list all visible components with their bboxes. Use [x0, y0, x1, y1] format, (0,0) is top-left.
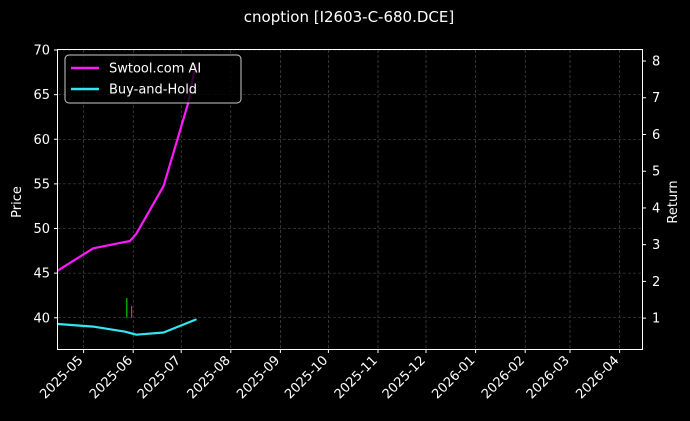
- y-tick-label-left: 55: [33, 177, 50, 192]
- legend[interactable]: Swtool.com AI Buy-and-Hold: [64, 54, 242, 104]
- legend-entry-label[interactable]: Buy-and-Hold: [109, 83, 197, 98]
- y-tick-label-left: 60: [33, 133, 50, 148]
- y-tick-label-right: 5: [652, 165, 660, 180]
- series-line-1: [56, 318, 197, 336]
- y-tick-label-right: 4: [652, 201, 660, 216]
- y-tick-label-left: 50: [33, 222, 50, 237]
- plot-frame: [57, 49, 643, 350]
- chart-marks: [56, 63, 197, 336]
- y-tick-label-left: 40: [33, 311, 50, 326]
- y-tick-label-right: 8: [652, 55, 660, 70]
- chart-title: cnoption [I2603-C-680.DCE]: [244, 8, 454, 26]
- y-tick-label-right: 7: [652, 91, 660, 106]
- series-line-0: [56, 63, 197, 272]
- y-tick-label-left: 45: [33, 267, 50, 282]
- legend-entry-label[interactable]: Swtool.com AI: [109, 62, 201, 77]
- y-tick-label-right: 2: [652, 275, 660, 290]
- legend-box: [64, 54, 242, 104]
- y-tick-label-right: 6: [652, 128, 660, 143]
- y-tick-label-left: 65: [33, 88, 50, 103]
- y-axis-label-right: Return: [666, 180, 681, 223]
- y-tick-label-right: 1: [652, 312, 660, 327]
- y-tick-label-left: 70: [33, 44, 50, 59]
- y-tick-label-right: 3: [652, 238, 660, 253]
- y-axis-label-left: Price: [10, 186, 25, 218]
